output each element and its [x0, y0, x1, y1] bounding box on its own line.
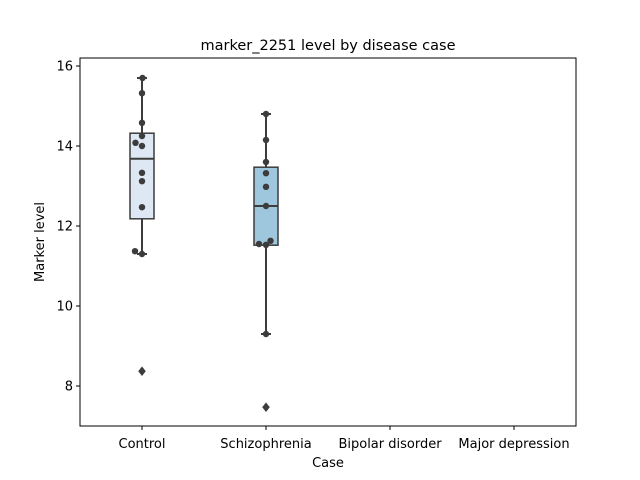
x-tick-label: Schizophrenia [220, 437, 311, 452]
data-point [255, 240, 263, 248]
y-axis-label: Marker level [33, 202, 48, 282]
outlier-marker [138, 366, 146, 377]
data-point [262, 330, 270, 338]
data-point [138, 119, 146, 127]
data-point [262, 110, 270, 118]
x-tick-label: Major depression [458, 437, 569, 452]
y-tick-label: 8 [65, 380, 73, 395]
data-point [267, 237, 274, 244]
axes-frame [79, 57, 577, 427]
data-point [262, 136, 270, 144]
data-point [138, 132, 146, 140]
chart-title: marker_2251 level by disease case [201, 38, 456, 54]
data-point [132, 139, 139, 146]
x-tick-label: Bipolar disorder [338, 437, 442, 452]
y-tick-label: 12 [56, 220, 73, 235]
x-axis: Control Schizophrenia Bipolar disorder Majo… [119, 426, 570, 452]
y-tick-label: 10 [56, 300, 73, 315]
x-tick-label: Control [119, 437, 166, 452]
data-point [138, 204, 146, 211]
data-point [139, 74, 146, 82]
y-tick-label: 16 [56, 60, 73, 75]
data-point [262, 170, 270, 177]
data-point [131, 248, 139, 255]
y-tick-label: 14 [56, 140, 73, 155]
box-group [253, 110, 279, 413]
data-point [262, 158, 270, 166]
data-point [138, 250, 146, 258]
data-point [262, 202, 270, 210]
data-point [138, 142, 146, 150]
data-point [138, 90, 146, 97]
y-axis: 8 10 12 14 16 [56, 60, 80, 395]
x-axis-label: Case [312, 456, 344, 471]
data-point [262, 241, 270, 248]
data-point [262, 183, 270, 190]
data-point [138, 169, 146, 176]
plot-area [129, 74, 279, 413]
outlier-marker [262, 402, 270, 413]
data-point [138, 178, 146, 185]
box-group [129, 74, 155, 377]
